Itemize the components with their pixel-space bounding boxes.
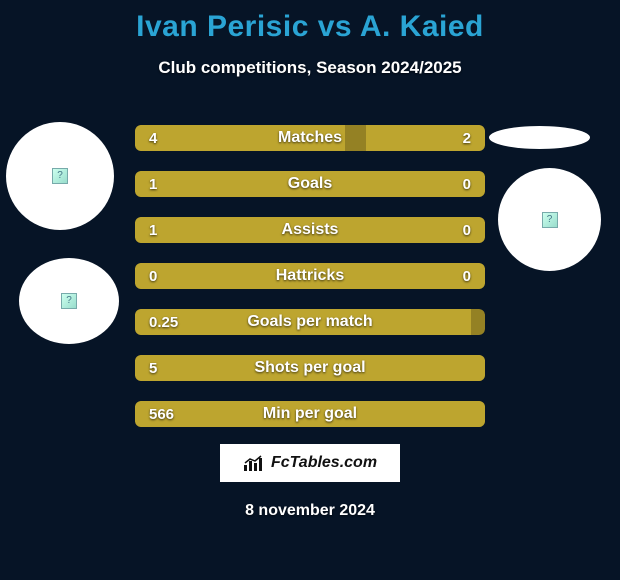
stat-label: Shots per goal: [135, 355, 485, 381]
comparison-bars: 42Matches 10Goals 10Assists 00Hattricks 0.25…: [135, 125, 485, 447]
stat-row: 42Matches: [135, 125, 485, 151]
image-placeholder-icon: [61, 293, 77, 309]
player2-shadow-ellipse: [489, 126, 590, 149]
stat-label: Min per goal: [135, 401, 485, 427]
brand-name: FcTables.com: [271, 454, 377, 472]
player1-name: Ivan Perisic: [136, 10, 309, 43]
stat-label: Hattricks: [135, 263, 485, 289]
chart-icon: [243, 454, 265, 472]
stat-row: 5Shots per goal: [135, 355, 485, 381]
stat-row: 0.25Goals per match: [135, 309, 485, 335]
image-placeholder-icon: [52, 168, 68, 184]
vs-text: vs: [318, 10, 352, 43]
player2-avatar: [498, 168, 601, 271]
player1-avatar: [6, 122, 114, 230]
image-placeholder-icon: [542, 212, 558, 228]
stat-label: Assists: [135, 217, 485, 243]
stat-row: 00Hattricks: [135, 263, 485, 289]
stat-label: Goals: [135, 171, 485, 197]
stat-row: 566Min per goal: [135, 401, 485, 427]
stat-row: 10Assists: [135, 217, 485, 243]
player1-club-avatar: [19, 258, 119, 344]
stat-label: Goals per match: [135, 309, 485, 335]
snapshot-date: 8 november 2024: [245, 502, 375, 520]
player2-name: A. Kaied: [360, 10, 484, 43]
stat-label: Matches: [135, 125, 485, 151]
subtitle: Club competitions, Season 2024/2025: [0, 58, 620, 78]
stat-row: 10Goals: [135, 171, 485, 197]
comparison-title: Ivan Perisic vs A. Kaied: [0, 0, 620, 44]
brand-footer: FcTables.com: [220, 444, 400, 482]
